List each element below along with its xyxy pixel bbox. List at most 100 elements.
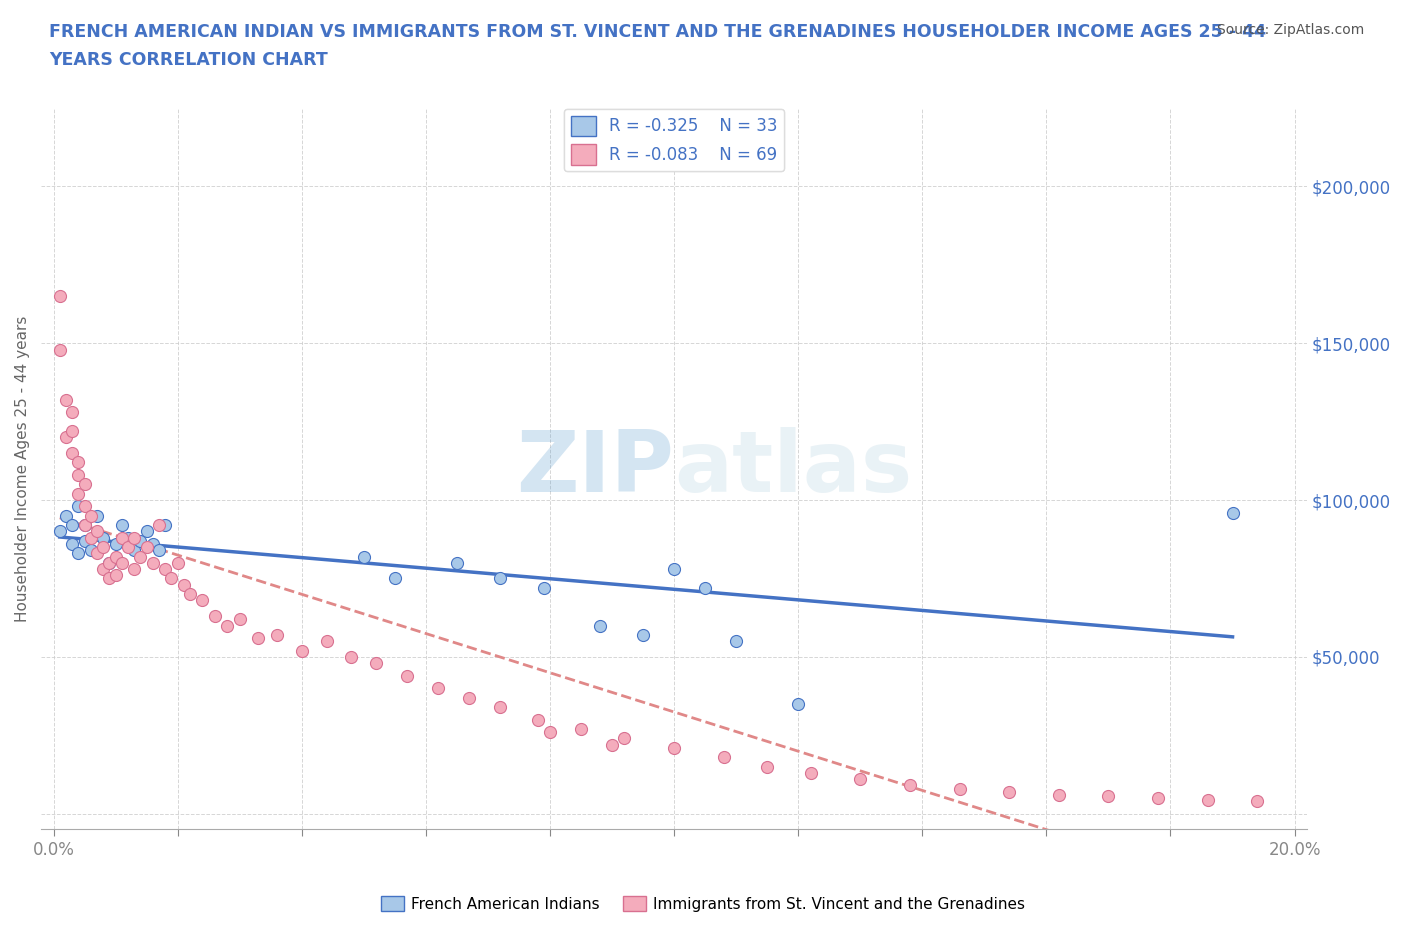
Point [1047, 788, 1070, 803]
Point [217, 618, 239, 633]
Point [266, 628, 288, 643]
Point [111, 530, 134, 545]
Point [60, 445, 83, 460]
Point [148, 518, 170, 533]
Point [148, 543, 170, 558]
Point [489, 699, 512, 714]
Point [1222, 505, 1244, 520]
Point [129, 549, 152, 564]
Point [111, 518, 134, 533]
Point [489, 571, 512, 586]
Point [122, 543, 145, 558]
Point [111, 555, 134, 570]
Point [67, 468, 90, 483]
Point [60, 405, 83, 419]
Point [179, 587, 201, 602]
Point [800, 765, 823, 780]
Point [366, 656, 388, 671]
Point [228, 612, 250, 627]
Text: ZIP: ZIP [516, 427, 673, 511]
Point [73, 477, 96, 492]
Point [898, 778, 921, 793]
Point [117, 539, 139, 554]
Point [48, 288, 70, 303]
Point [662, 562, 685, 577]
Point [340, 649, 363, 664]
Point [86, 509, 108, 524]
Legend: R = -0.325    N = 33, R = -0.083    N = 69: R = -0.325 N = 33, R = -0.083 N = 69 [564, 109, 785, 171]
Point [80, 530, 103, 545]
Point [67, 486, 90, 501]
Point [756, 759, 779, 774]
Point [60, 518, 83, 533]
Point [104, 568, 127, 583]
Point [613, 731, 636, 746]
Point [998, 784, 1021, 799]
Point [122, 530, 145, 545]
Point [173, 578, 195, 592]
Point [458, 690, 481, 705]
Point [1097, 789, 1119, 804]
Point [600, 737, 623, 752]
Point [104, 549, 127, 564]
Text: YEARS CORRELATION CHART: YEARS CORRELATION CHART [49, 51, 328, 69]
Point [160, 571, 183, 586]
Point [86, 524, 108, 538]
Text: atlas: atlas [673, 427, 912, 511]
Point [315, 633, 337, 648]
Point [80, 509, 103, 524]
Point [60, 424, 83, 439]
Point [48, 342, 70, 357]
Y-axis label: Householder Income Ages 25 - 44 years: Householder Income Ages 25 - 44 years [15, 315, 30, 622]
Point [48, 524, 70, 538]
Point [849, 772, 872, 787]
Point [55, 430, 77, 445]
Point [446, 555, 468, 570]
Point [73, 498, 96, 513]
Point [73, 518, 96, 533]
Point [67, 546, 90, 561]
Point [67, 455, 90, 470]
Point [91, 562, 114, 577]
Point [55, 509, 77, 524]
Point [588, 618, 610, 633]
Point [725, 633, 748, 648]
Text: FRENCH AMERICAN INDIAN VS IMMIGRANTS FROM ST. VINCENT AND THE GRENADINES HOUSEHO: FRENCH AMERICAN INDIAN VS IMMIGRANTS FRO… [49, 23, 1267, 41]
Point [166, 555, 188, 570]
Point [569, 722, 592, 737]
Point [67, 498, 90, 513]
Point [60, 537, 83, 551]
Point [427, 681, 450, 696]
Point [538, 724, 561, 739]
Point [191, 593, 214, 608]
Point [135, 539, 157, 554]
Point [396, 669, 419, 684]
Legend: French American Indians, Immigrants from St. Vincent and the Grenadines: French American Indians, Immigrants from… [374, 889, 1032, 918]
Point [98, 555, 121, 570]
Point [135, 524, 157, 538]
Point [247, 631, 270, 645]
Point [526, 712, 548, 727]
Point [1147, 790, 1170, 805]
Point [129, 534, 152, 549]
Point [713, 750, 735, 764]
Point [73, 534, 96, 549]
Point [533, 580, 555, 595]
Point [86, 546, 108, 561]
Point [98, 571, 121, 586]
Point [1246, 793, 1268, 808]
Point [91, 539, 114, 554]
Point [122, 562, 145, 577]
Point [142, 555, 165, 570]
Point [55, 392, 77, 407]
Point [631, 628, 654, 643]
Text: Source: ZipAtlas.com: Source: ZipAtlas.com [1216, 23, 1364, 37]
Point [204, 608, 226, 623]
Point [98, 555, 121, 570]
Point [662, 740, 685, 755]
Point [787, 697, 810, 711]
Point [117, 530, 139, 545]
Point [353, 549, 375, 564]
Point [155, 518, 177, 533]
Point [948, 781, 970, 796]
